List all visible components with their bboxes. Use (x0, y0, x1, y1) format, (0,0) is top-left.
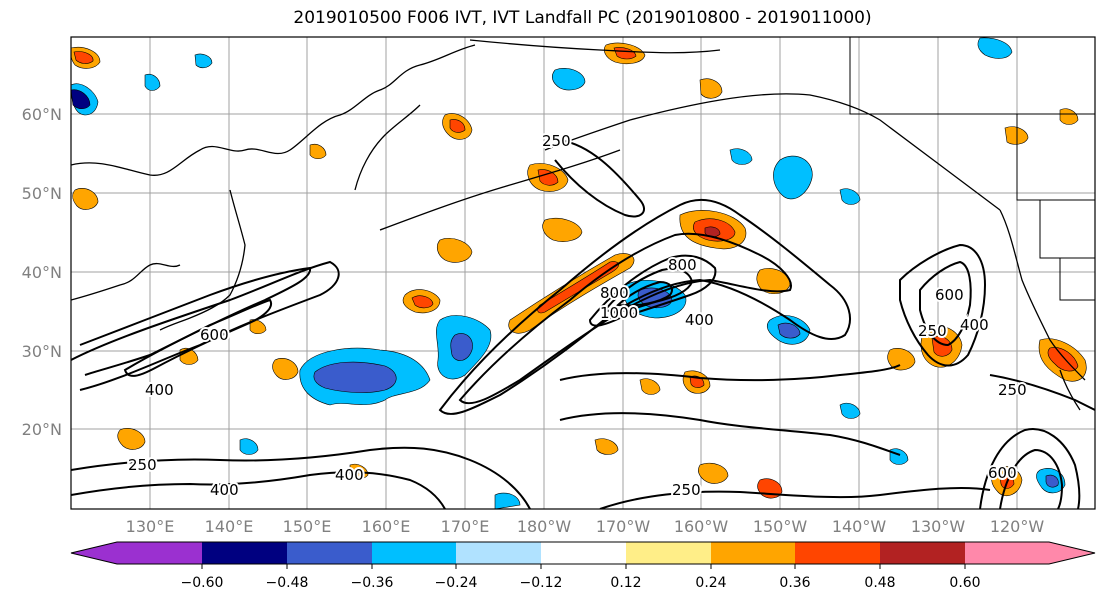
lon-label: 130°E (126, 517, 175, 536)
colorbar-segment (456, 542, 541, 564)
colorbar-tick-label: 0.36 (779, 575, 810, 591)
lon-label: 170°E (441, 517, 490, 536)
colorbar-segment (541, 542, 626, 564)
colorbar-segments (117, 542, 1049, 564)
contour-label: 600 (935, 286, 964, 304)
colorbar-tick-label: −0.60 (181, 575, 224, 591)
contour-label: 1000 (600, 304, 638, 322)
lat-label: 30°N (22, 342, 62, 361)
contour-label: 400 (335, 466, 364, 484)
colorbar-ticks: −0.60 −0.48 −0.36 −0.24 −0.12 0.12 0.24 0.36 0.4… (181, 564, 981, 591)
lat-label: 60°N (22, 105, 62, 124)
lat-label: 20°N (22, 420, 62, 439)
colorbar-tick-label: 0.48 (864, 575, 895, 591)
colorbar-tick-label: 0.60 (949, 575, 980, 591)
contour-label: 400 (960, 316, 989, 334)
map-title: 2019010500 F006 IVT, IVT Landfall PC (20… (293, 8, 872, 28)
contour-label: 400 (685, 311, 714, 329)
longitude-labels: 130°E 140°E 150°E 160°E 170°E 180°W 170°… (126, 517, 1045, 536)
map-frame (70, 36, 1096, 510)
colorbar-segment (287, 542, 372, 564)
ivt-contours (71, 139, 1095, 509)
contour-label: 250 (998, 381, 1027, 399)
lon-label: 170°W (596, 517, 651, 536)
colorbar: −0.60 −0.48 −0.36 −0.24 −0.12 0.12 0.24 0.36 0.4… (70, 541, 1096, 591)
contour-label: 400 (145, 381, 174, 399)
colorbar-segment (880, 542, 965, 564)
colorbar-extend-high (1049, 542, 1095, 564)
colorbar-segment (372, 542, 456, 564)
colorbar-tick-label: −0.24 (435, 575, 478, 591)
colorbar-tick-label: 0.12 (610, 575, 641, 591)
latitude-labels: 60°N 50°N 40°N 30°N 20°N (22, 105, 62, 439)
contour-label-group: 250 250 250 250 250 400 400 400 400 400 … (126, 130, 1029, 501)
colorbar-tick-label: 0.24 (695, 575, 726, 591)
colorbar-tick-label: −0.12 (520, 575, 563, 591)
contour-label: 800 (668, 256, 697, 274)
contour-label: 800 (600, 284, 629, 302)
colorbar-segment (117, 542, 202, 564)
colorbar-tick-label: −0.36 (351, 575, 394, 591)
contour-label: 250 (672, 481, 701, 499)
contour-label: 250 (918, 322, 947, 340)
contour-label: 250 (542, 132, 571, 150)
lon-label: 180°W (517, 517, 572, 536)
colorbar-segment (795, 542, 880, 564)
lat-label: 40°N (22, 263, 62, 282)
map-background (71, 37, 1095, 509)
contour-label: 250 (128, 456, 157, 474)
lon-label: 150°W (753, 517, 808, 536)
contour-label: 400 (210, 481, 239, 499)
colorbar-outline (70, 541, 1096, 565)
lon-label: 150°E (283, 517, 332, 536)
lon-label: 140°E (205, 517, 254, 536)
lon-label: 140°W (832, 517, 887, 536)
contour-label: 600 (988, 464, 1017, 482)
lon-label: 130°W (911, 517, 966, 536)
lat-label: 50°N (22, 184, 62, 203)
lon-label: 160°E (362, 517, 411, 536)
lon-label: 120°W (990, 517, 1045, 536)
contour-label: 600 (200, 326, 229, 344)
colorbar-segment (626, 542, 711, 564)
colorbar-extend-low (71, 542, 117, 564)
colorbar-tick-label: −0.48 (266, 575, 309, 591)
lon-label: 160°W (674, 517, 729, 536)
colorbar-segment (711, 542, 795, 564)
colorbar-segment (965, 542, 1049, 564)
coastlines (71, 37, 1095, 411)
colorbar-segment (202, 542, 287, 564)
